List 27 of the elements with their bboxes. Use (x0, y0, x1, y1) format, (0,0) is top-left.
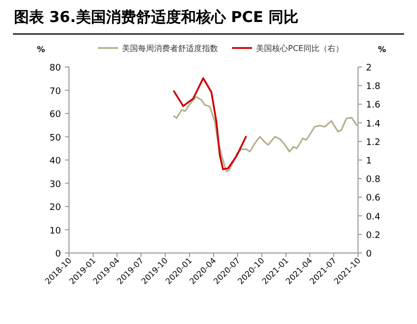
y2-tick-label: 1.6 (366, 100, 381, 111)
chart-title: 图表 36.美国消费舒适度和核心 PCE 同比 (14, 8, 298, 26)
y-tick-label: 50 (50, 133, 62, 144)
y2-axis-title: % (378, 45, 386, 54)
y-tick-label: 70 (50, 86, 62, 97)
y2-tick-label: 1.4 (366, 119, 381, 130)
legend-label: 美国每周消费者舒适度指数 (122, 44, 218, 53)
y-tick-label: 0 (55, 250, 62, 260)
legend-label: 美国核心PCE同比（右） (256, 44, 344, 53)
y2-tick-label: 0.2 (366, 230, 380, 241)
y2-tick-label: 0 (366, 250, 372, 260)
y-tick-label: 30 (50, 180, 62, 190)
y-tick-label: 60 (50, 110, 62, 120)
line-series (173, 96, 358, 172)
y2-tick-label: 1.2 (366, 138, 380, 148)
y-tick-label: 40 (50, 156, 62, 166)
y2-tick-label: 0.8 (366, 175, 381, 186)
y-tick-label: 20 (50, 203, 62, 213)
y2-tick-label: 0.4 (366, 212, 381, 222)
y2-tick-label: 1 (366, 156, 372, 166)
y-axis-title: % (36, 45, 46, 54)
y-tick-label: 80 (50, 64, 62, 74)
line-series (173, 77, 247, 170)
y2-tick-label: 0.6 (366, 194, 381, 204)
y2-tick-label: 2 (366, 64, 372, 74)
y2-tick-label: 1.8 (366, 82, 381, 92)
y-tick-label: 10 (50, 226, 62, 236)
